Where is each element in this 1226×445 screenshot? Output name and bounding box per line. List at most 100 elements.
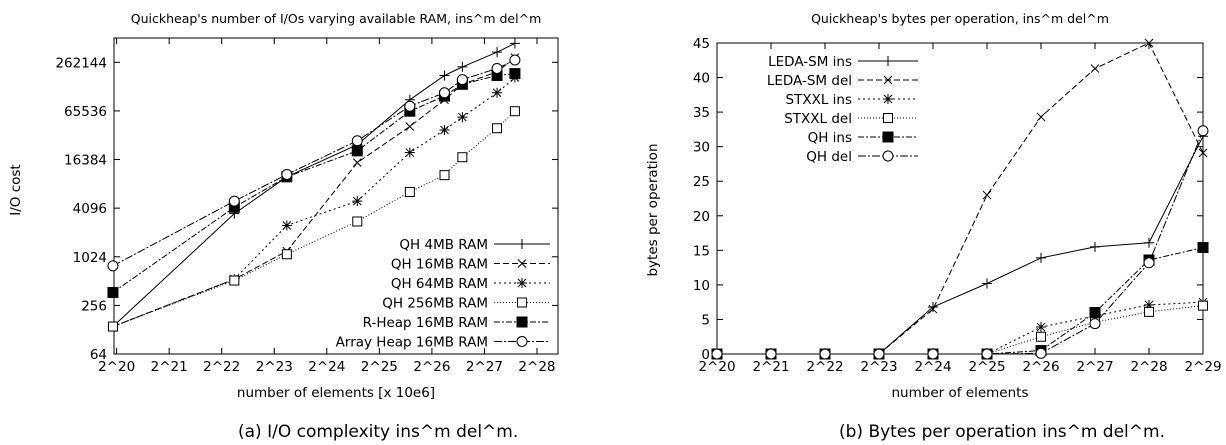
legend-label: QH 4MB RAM bbox=[399, 237, 488, 253]
legend-marker bbox=[517, 278, 527, 288]
x-tick-label: 2^28 bbox=[1130, 359, 1167, 375]
series-stxxl-ins bbox=[712, 297, 1208, 359]
data-point bbox=[281, 249, 292, 260]
data-point bbox=[927, 348, 939, 360]
data-point bbox=[1036, 322, 1046, 333]
data-point bbox=[1197, 242, 1209, 254]
data-point bbox=[281, 168, 293, 180]
legend-marker bbox=[517, 239, 527, 249]
data-point bbox=[281, 220, 292, 231]
series-line bbox=[112, 110, 516, 328]
plot-frame bbox=[113, 37, 559, 355]
data-point bbox=[457, 152, 468, 163]
chart-io-cost: Quickheap's number of I/Os varying avail… bbox=[8, 11, 559, 401]
x-tick-label: 2^21 bbox=[151, 359, 188, 375]
data-point bbox=[404, 100, 416, 112]
legend-marker bbox=[882, 150, 894, 162]
y-tick-label: 10 bbox=[693, 278, 710, 294]
data-point bbox=[1144, 38, 1154, 48]
y-tick-label: 25 bbox=[693, 174, 710, 190]
data-point bbox=[982, 278, 992, 289]
x-tick-label: 2^22 bbox=[806, 359, 843, 375]
data-point bbox=[1198, 148, 1208, 158]
legend-marker bbox=[516, 336, 528, 347]
data-point bbox=[1036, 252, 1046, 263]
data-point bbox=[457, 61, 468, 72]
data-point bbox=[351, 145, 363, 157]
legend-label: Array Heap 16MB RAM bbox=[336, 335, 488, 351]
chart-bytes-per-operation: Quickheap's bytes per operation, ins^m d… bbox=[645, 11, 1222, 401]
x-tick-label: 2^27 bbox=[1076, 359, 1113, 375]
data-point bbox=[457, 112, 468, 123]
chart-b-title: Quickheap's bytes per operation, ins^m d… bbox=[811, 11, 1109, 26]
y-tick-label: 45 bbox=[693, 36, 710, 52]
series-line bbox=[717, 305, 1204, 355]
series-line bbox=[717, 136, 1204, 355]
series-qh-del bbox=[711, 125, 1209, 360]
x-tick-label: 2^23 bbox=[256, 359, 293, 375]
legend-label: R-Heap 16MB RAM bbox=[363, 315, 488, 331]
data-point bbox=[439, 125, 450, 136]
data-point bbox=[351, 135, 363, 147]
series-line bbox=[717, 301, 1204, 355]
data-point bbox=[492, 87, 503, 98]
x-tick-label: 2^29 bbox=[1184, 359, 1221, 375]
data-point bbox=[439, 70, 450, 81]
y-tick-label: 20 bbox=[693, 209, 710, 225]
data-point bbox=[1089, 307, 1101, 319]
data-point bbox=[1198, 300, 1208, 311]
series-array-heap-16mb-ram bbox=[107, 54, 521, 272]
legend: LEDA-SM ins LEDA-SM del STXXL ins STXXL del… bbox=[767, 54, 918, 165]
data-point bbox=[107, 260, 119, 272]
data-point bbox=[711, 348, 723, 360]
chart-b-x-axis-label: number of elements bbox=[892, 385, 1029, 401]
data-point bbox=[1143, 257, 1155, 269]
data-point bbox=[509, 54, 521, 66]
legend-label: QH 16MB RAM bbox=[391, 257, 488, 273]
caption-b: (b) Bytes per operation ins^m del^m. bbox=[839, 422, 1165, 442]
x-tick-label: 2^20 bbox=[98, 359, 135, 375]
data-point bbox=[509, 106, 520, 117]
y-tick-label: 65536 bbox=[64, 104, 107, 120]
x-tick-label: 2^24 bbox=[914, 359, 951, 375]
data-point bbox=[873, 348, 885, 360]
data-point bbox=[491, 62, 503, 74]
legend-marker bbox=[517, 259, 527, 268]
data-point bbox=[1197, 125, 1209, 137]
data-point bbox=[439, 170, 450, 181]
data-point bbox=[404, 147, 415, 158]
data-point bbox=[107, 321, 118, 332]
data-point bbox=[1089, 318, 1101, 330]
x-tick-label: 2^21 bbox=[752, 359, 789, 375]
data-point bbox=[1090, 241, 1100, 252]
data-point bbox=[1090, 64, 1100, 73]
data-point bbox=[352, 158, 362, 167]
chart-a-title: Quickheap's number of I/Os varying avail… bbox=[131, 11, 542, 26]
data-point bbox=[229, 275, 240, 286]
legend-marker bbox=[883, 113, 893, 123]
x-tick-label: 2^22 bbox=[203, 359, 240, 375]
legend-label: QH del bbox=[806, 149, 852, 165]
legend-marker bbox=[883, 75, 893, 85]
legend-marker bbox=[517, 297, 527, 308]
caption-a: (a) I/O complexity ins^m del^m. bbox=[238, 422, 518, 442]
y-tick-label: 1024 bbox=[73, 250, 107, 266]
data-point bbox=[819, 348, 831, 360]
y-tick-label: 5 bbox=[701, 312, 710, 328]
y-tick-label: 30 bbox=[693, 140, 710, 156]
data-point bbox=[456, 74, 468, 86]
legend-label: QH ins bbox=[808, 130, 852, 146]
legend-label: STXXL del bbox=[784, 111, 852, 127]
x-tick-label: 2^28 bbox=[518, 359, 555, 375]
data-point bbox=[928, 302, 938, 313]
y-tick-label: 15 bbox=[693, 243, 710, 259]
legend-marker bbox=[883, 56, 893, 66]
chart-a-plot-area: 2^20 2^21 2^22 2^23 2^24 2^25 2^26 2^27 2^28 64 25… bbox=[55, 37, 559, 375]
data-point bbox=[765, 348, 777, 360]
series-qh-ins bbox=[711, 242, 1209, 360]
x-tick-label: 2^26 bbox=[1022, 359, 1059, 375]
x-tick-label: 2^25 bbox=[968, 359, 1005, 375]
data-point bbox=[1144, 237, 1154, 248]
data-point bbox=[982, 190, 992, 200]
data-point bbox=[352, 216, 363, 227]
